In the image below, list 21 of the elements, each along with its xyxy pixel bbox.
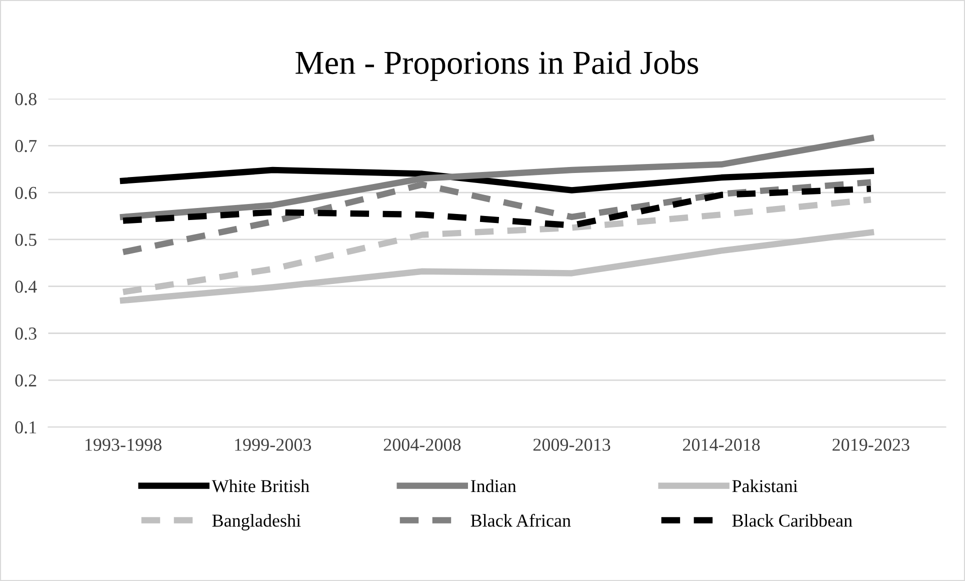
y-tick-label: 0.7 <box>15 140 37 152</box>
legend-label: Black African <box>470 514 571 527</box>
legend-label: White British <box>212 480 310 492</box>
x-tick-label: 2019-2023 <box>832 438 910 451</box>
y-tick-label: 0.1 <box>15 421 36 434</box>
x-tick-label: 2009-2013 <box>533 438 610 451</box>
legend-label: Indian <box>470 480 516 492</box>
legend-label: Bangladeshi <box>212 514 301 530</box>
x-tick-label: 1999-2003 <box>235 438 312 451</box>
y-tick-label: 0.3 <box>15 328 36 340</box>
y-tick-label: 0.4 <box>15 280 37 293</box>
chart-title: Men - Proporions in Paid Jobs <box>296 50 698 81</box>
x-tick-label: 2014-2018 <box>683 438 760 451</box>
legend-label: Pakistani <box>732 480 798 492</box>
y-tick-label: 0.2 <box>15 374 36 387</box>
y-tick-label: 0.6 <box>15 186 37 200</box>
legend-label: Black Caribbean <box>732 514 852 527</box>
x-tick-label: 2004-2008 <box>384 438 461 451</box>
x-tick-label: 1993-1998 <box>86 438 162 451</box>
y-tick-label: 0.8 <box>15 93 36 106</box>
y-tick-label: 0.5 <box>15 234 36 246</box>
